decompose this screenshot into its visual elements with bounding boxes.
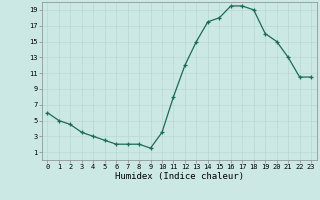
X-axis label: Humidex (Indice chaleur): Humidex (Indice chaleur) xyxy=(115,172,244,181)
